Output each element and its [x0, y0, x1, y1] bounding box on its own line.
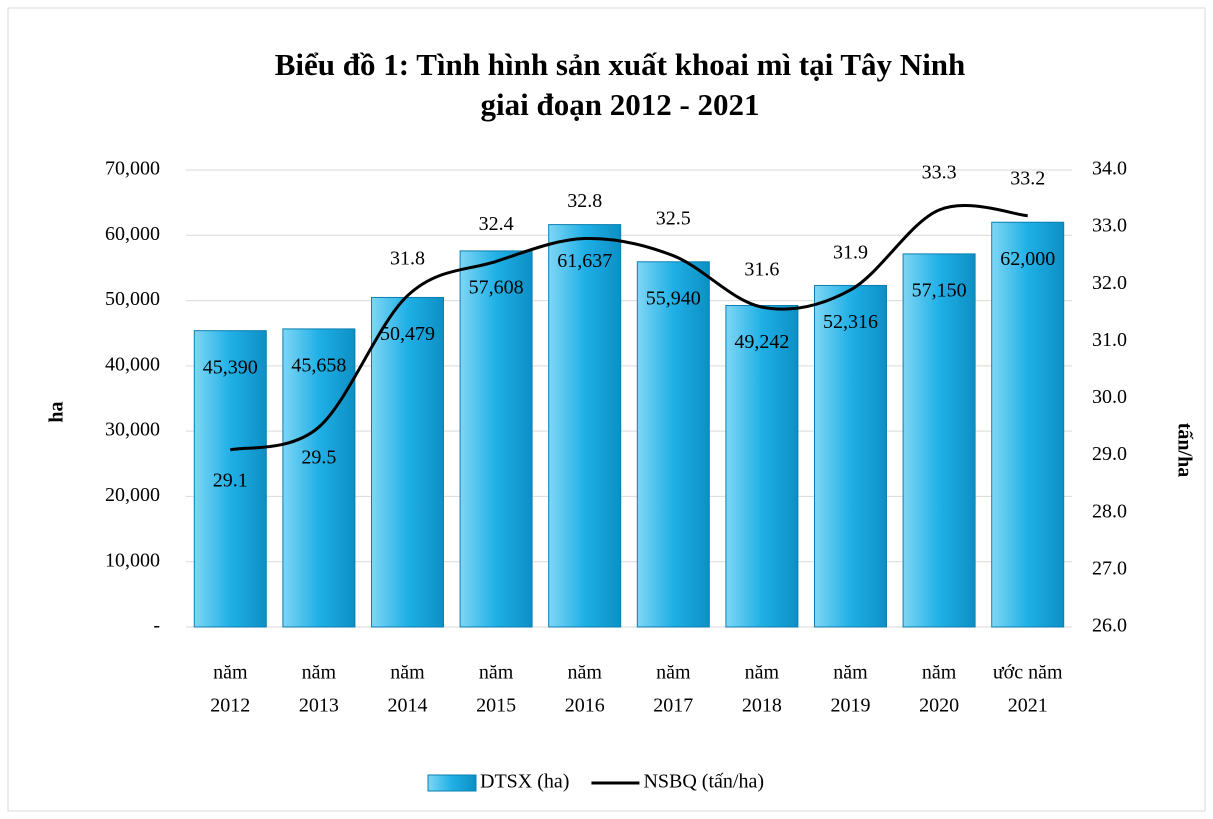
bar	[725, 305, 799, 628]
legend-label: NSBQ (tấn/ha)	[643, 771, 764, 793]
bar	[814, 284, 887, 628]
bar-value-label: 45,390	[203, 356, 258, 378]
bar-value-label: 57,608	[469, 276, 524, 298]
bar	[193, 330, 267, 628]
y-tick-label: 20,000	[105, 484, 160, 506]
bar	[371, 296, 444, 628]
chart-frame	[7, 7, 1206, 812]
x-tick-label: 2012	[210, 695, 250, 717]
bar	[991, 221, 1065, 628]
y2-tick-label: 33.0	[1092, 215, 1127, 237]
x-tick-label: năm	[302, 662, 337, 684]
x-tick-label: 2020	[919, 695, 959, 717]
line-value-label: 33.3	[922, 162, 957, 184]
y-tick-label: 40,000	[105, 353, 160, 375]
line-value-label: 31.8	[390, 247, 425, 269]
y2-tick-label: 28.0	[1092, 500, 1127, 522]
bar-value-label: 50,479	[380, 323, 435, 345]
y2-tick-label: 30.0	[1092, 386, 1127, 408]
bar-value-label: 57,150	[912, 279, 967, 301]
y2-axis-label: tấn/ha	[1173, 423, 1195, 477]
bar	[459, 250, 533, 628]
line-value-label: 31.9	[833, 242, 868, 264]
x-tick-label: 2013	[299, 695, 339, 717]
x-tick-label: 2015	[476, 695, 516, 717]
x-tick-label: 2019	[831, 695, 871, 717]
chart-title: Biểu đồ 1: Tình hình sản xuất khoai mì t…	[275, 47, 966, 82]
line-value-label: 31.6	[744, 259, 779, 281]
x-tick-label: năm	[922, 662, 957, 684]
y2-tick-label: 32.0	[1092, 272, 1127, 294]
bar	[282, 328, 356, 628]
y-tick-label: 70,000	[105, 158, 160, 180]
bar	[548, 224, 622, 628]
y2-tick-label: 27.0	[1092, 557, 1127, 579]
bar-value-label: 62,000	[1000, 248, 1055, 270]
y-tick-label: 50,000	[105, 288, 160, 310]
bar-value-label: 45,658	[291, 355, 346, 377]
bar	[902, 253, 976, 628]
legend-label: DTSX (ha)	[480, 771, 569, 793]
x-tick-label: 2018	[742, 695, 782, 717]
chart-title: giai đoạn 2012 - 2021	[480, 87, 759, 122]
x-tick-label: năm	[567, 662, 602, 684]
y-axis-label: ha	[46, 401, 68, 422]
bar-value-label: 61,637	[557, 250, 612, 272]
x-tick-label: 2021	[1008, 695, 1048, 717]
bar	[636, 261, 710, 628]
y-tick-label: 10,000	[105, 549, 160, 571]
x-tick-label: năm	[833, 662, 868, 684]
x-tick-label: 2014	[388, 695, 428, 717]
y-tick-label: 30,000	[105, 419, 160, 441]
line-value-label: 32.8	[567, 190, 602, 212]
x-tick-label: 2017	[653, 695, 693, 717]
x-tick-label: 2016	[565, 695, 605, 717]
line-value-label: 29.1	[213, 470, 248, 492]
x-tick-label: năm	[213, 662, 248, 684]
line-value-label: 33.2	[1010, 167, 1045, 189]
x-tick-label: ước năm	[993, 662, 1063, 684]
bar-value-label: 55,940	[646, 287, 701, 309]
y2-tick-label: 26.0	[1092, 615, 1127, 637]
legend-swatch	[427, 774, 477, 792]
line-value-label: 32.5	[656, 207, 691, 229]
x-tick-label: năm	[390, 662, 425, 684]
x-tick-label: năm	[745, 662, 780, 684]
x-tick-label: năm	[656, 662, 691, 684]
line-value-label: 32.4	[479, 213, 514, 235]
y-tick-label: 60,000	[105, 223, 160, 245]
y2-tick-label: 31.0	[1092, 329, 1127, 351]
bar-value-label: 52,316	[823, 311, 878, 333]
line-value-label: 29.5	[301, 447, 336, 469]
bar-value-label: 49,242	[734, 331, 789, 353]
y-tick-label: -	[153, 615, 160, 637]
line	[229, 204, 1028, 452]
y2-tick-label: 34.0	[1092, 158, 1127, 180]
x-tick-label: năm	[479, 662, 514, 684]
y2-tick-label: 29.0	[1092, 443, 1127, 465]
